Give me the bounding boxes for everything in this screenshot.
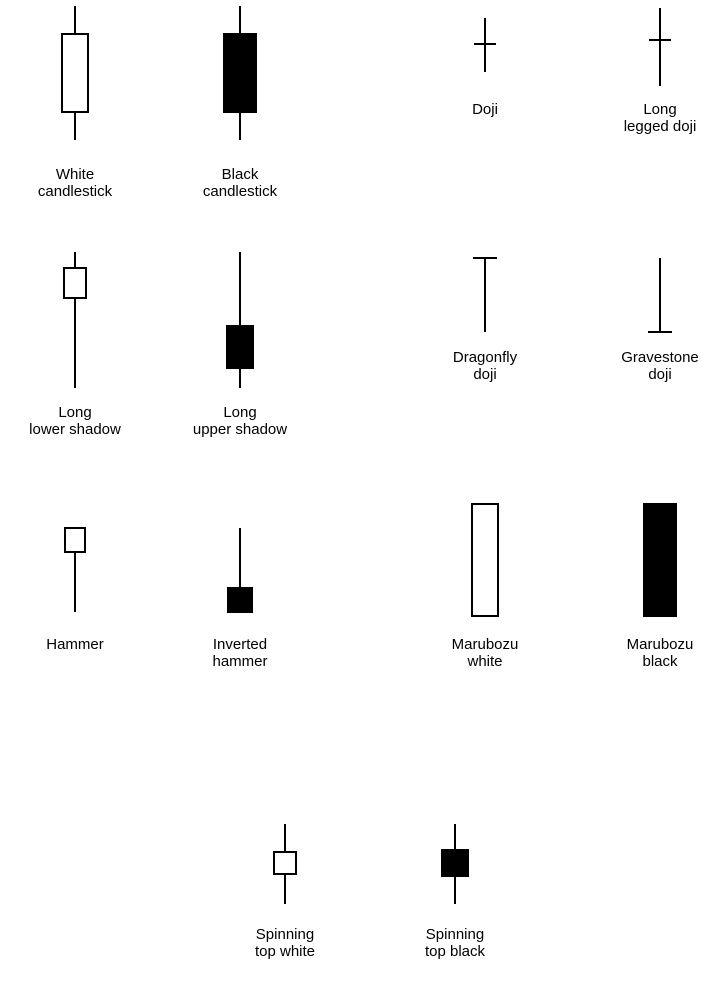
black-candlestick-label: Black candlestick	[150, 166, 330, 201]
gravestone-doji-label: Gravestone doji	[570, 349, 724, 384]
dragonfly-doji-glyph	[445, 238, 525, 343]
marubozu-white-label: Marubozu white	[395, 636, 575, 671]
long-legged-doji-glyph	[620, 0, 700, 95]
white-candlestick-label: White candlestick	[0, 166, 165, 201]
long-upper-shadow: Long upper shadow	[150, 238, 330, 439]
marubozu-black: Marubozu black	[570, 490, 724, 671]
doji-label: Doji	[395, 101, 575, 118]
hammer-glyph	[35, 510, 115, 630]
long-lower-shadow-glyph	[35, 238, 115, 398]
inverted-hammer: Inverted hammer	[150, 510, 330, 671]
long-lower-shadow: Long lower shadow	[0, 238, 165, 439]
doji-glyph	[445, 0, 525, 95]
spinning-top-black: Spinning top black	[365, 810, 545, 961]
long-legged-doji-label: Long legged doji	[570, 101, 724, 136]
marubozu-white-glyph	[445, 490, 525, 630]
doji: Doji	[395, 0, 575, 118]
hammer-label: Hammer	[0, 636, 165, 653]
marubozu-white: Marubozu white	[395, 490, 575, 671]
inverted-hammer-label: Inverted hammer	[150, 636, 330, 671]
dragonfly-doji-label: Dragonfly doji	[395, 349, 575, 384]
white-candlestick-glyph	[35, 0, 115, 160]
long-lower-shadow-label: Long lower shadow	[0, 404, 165, 439]
gravestone-doji: Gravestone doji	[570, 238, 724, 384]
inverted-hammer-glyph	[200, 510, 280, 630]
spinning-top-white: Spinning top white	[195, 810, 375, 961]
spinning-top-white-glyph	[245, 810, 325, 920]
long-legged-doji: Long legged doji	[570, 0, 724, 136]
white-candlestick: White candlestick	[0, 0, 165, 201]
long-upper-shadow-glyph	[200, 238, 280, 398]
long-upper-shadow-label: Long upper shadow	[150, 404, 330, 439]
spinning-top-black-label: Spinning top black	[365, 926, 545, 961]
spinning-top-black-glyph	[415, 810, 495, 920]
black-candlestick: Black candlestick	[150, 0, 330, 201]
hammer: Hammer	[0, 510, 165, 653]
black-candlestick-glyph	[200, 0, 280, 160]
marubozu-black-label: Marubozu black	[570, 636, 724, 671]
gravestone-doji-glyph	[620, 238, 700, 343]
spinning-top-white-label: Spinning top white	[195, 926, 375, 961]
dragonfly-doji: Dragonfly doji	[395, 238, 575, 384]
marubozu-black-glyph	[620, 490, 700, 630]
